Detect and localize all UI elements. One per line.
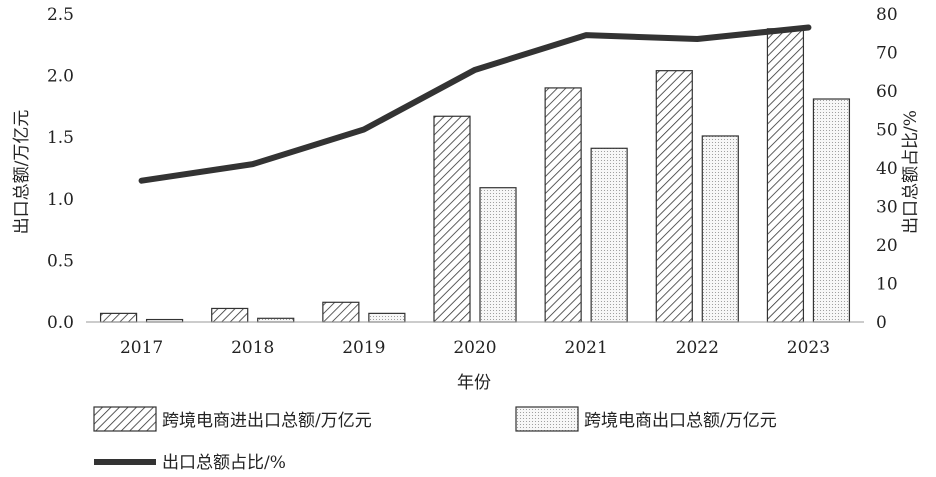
legend-item-share: 出口总额占比/% (94, 453, 286, 473)
bar-total-2022 (655, 70, 693, 323)
bar-total-2019 (322, 301, 360, 323)
line-point-2019 (363, 129, 365, 130)
line-point-2022 (696, 38, 698, 40)
bar-export-2019 (368, 312, 406, 323)
legend: 跨境电商进出口总额/万亿元 跨境电商出口总额/万亿元 出口总额占比/% (93, 406, 777, 473)
y-tick-right-70: 70 (876, 44, 898, 64)
x-tick-label-2022: 2022 (676, 338, 719, 358)
bar-total-2021 (544, 87, 582, 323)
x-tick-label-2019: 2019 (342, 338, 385, 358)
y-axis-title-right: 出口总额占比/% (901, 110, 921, 234)
bar-total-2020 (433, 115, 471, 323)
x-tick-label-2018: 2018 (231, 338, 274, 358)
legend-label-share: 出口总额占比/% (162, 453, 286, 473)
bar-export-2022 (701, 135, 739, 323)
bar-total-2018 (211, 307, 249, 323)
legend-label-total: 跨境电商进出口总额/万亿元 (162, 411, 372, 431)
y-tick-left-2.5: 2.5 (47, 5, 74, 25)
x-tick-label-2017: 2017 (120, 338, 163, 358)
bar-export-2023 (812, 98, 851, 323)
bar-total-2017 (99, 312, 138, 323)
y-tick-left-0.5: 0.5 (47, 251, 74, 271)
legend-item-export: 跨境电商出口总额/万亿元 (515, 406, 777, 432)
bar-export-2020 (479, 187, 517, 323)
legend-swatch-hatch (93, 406, 157, 432)
y-tick-left-1.0: 1.0 (47, 190, 74, 210)
legend-label-export: 跨境电商出口总额/万亿元 (584, 411, 777, 431)
line-point-2017 (141, 180, 143, 182)
y-tick-right-80: 80 (876, 5, 898, 25)
y-tick-right-0: 0 (876, 313, 887, 333)
x-axis-title: 年份 (457, 373, 491, 393)
line-point-2023 (807, 26, 809, 28)
y-tick-left-1.5: 1.5 (47, 128, 74, 148)
line-point-2020 (474, 69, 476, 71)
x-tick-label-2021: 2021 (565, 338, 608, 358)
legend-item-total: 跨境电商进出口总额/万亿元 (93, 406, 372, 432)
bar-total-2023 (766, 28, 805, 323)
line-point-2018 (252, 163, 254, 165)
y-tick-right-40: 40 (876, 159, 898, 179)
y-tick-right-20: 20 (876, 236, 898, 256)
legend-swatch-dots (515, 406, 579, 432)
y-tick-right-10: 10 (876, 275, 898, 295)
line-point-2021 (585, 34, 587, 36)
y-axis-title-left: 出口总额/万亿元 (12, 110, 32, 235)
y-tick-left-2.0: 2.0 (47, 67, 74, 87)
x-tick-label-2020: 2020 (453, 338, 496, 358)
y-tick-right-50: 50 (876, 121, 898, 141)
bar-export-2018 (257, 317, 295, 323)
bar-export-2021 (590, 147, 628, 323)
y-tick-left-0.0: 0.0 (47, 313, 74, 333)
x-tick-label-2023: 2023 (787, 338, 830, 358)
y-tick-right-60: 60 (876, 82, 898, 102)
y-tick-right-30: 30 (876, 198, 898, 218)
